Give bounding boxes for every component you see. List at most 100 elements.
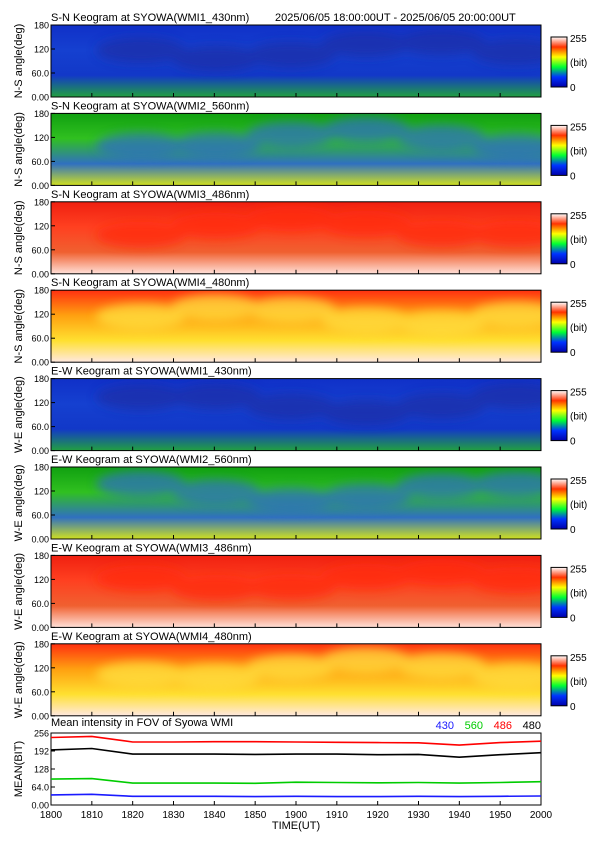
y-tick-label: 64.0	[31, 783, 49, 793]
colorbar-max-label: 255	[570, 299, 587, 310]
keogram-blob	[96, 384, 186, 411]
colorbar	[550, 301, 568, 353]
y-tick-label: 60.0	[31, 422, 49, 432]
legend-entry: 486	[494, 720, 512, 732]
colorbar	[550, 36, 568, 88]
series-line-486	[50, 735, 542, 746]
legend-entry: 430	[436, 720, 454, 732]
keogram-image	[51, 467, 541, 539]
x-tick-label: 1830	[162, 810, 185, 821]
y-tick-label: 0.00	[31, 623, 49, 633]
x-tick-label: 1850	[244, 810, 267, 821]
y-tick-label: 128	[34, 765, 49, 775]
keogram-panel: E-W Keogram at SYOWA(WMI1_430nm) W-E angl…	[13, 366, 587, 457]
keogram-blob	[96, 37, 186, 64]
keogram-blob	[171, 663, 261, 690]
line-chart-title: Mean intensity in FOV of Syowa WMI	[51, 717, 233, 729]
y-tick-label: 180	[34, 551, 49, 561]
series-line-430	[50, 793, 542, 798]
keogram-image	[51, 378, 541, 451]
y-tick-label: 0.00	[31, 181, 49, 191]
y-tick-label: 0.00	[31, 446, 49, 456]
keogram-image	[51, 290, 541, 363]
keogram-blob	[171, 212, 261, 239]
y-tick-label: 120	[34, 663, 49, 673]
y-tick-label: 60.0	[31, 245, 49, 255]
keogram-image	[51, 201, 541, 274]
y-tick-label: 180	[34, 109, 49, 119]
colorbar-max-label: 255	[570, 122, 587, 133]
keogram-blob	[321, 647, 411, 674]
keogram-blob	[96, 470, 186, 497]
colorbar-min-label: 0	[570, 437, 576, 448]
y-tick-label: 192	[34, 747, 49, 757]
y-tick-label: 120	[34, 45, 49, 55]
keogram-blob	[246, 121, 336, 148]
y-tick-label: 120	[34, 310, 49, 320]
y-tick-label: 60.0	[31, 511, 49, 521]
keogram-blob	[396, 124, 486, 151]
colorbar-min-label: 0	[570, 260, 576, 271]
y-tick-label: 180	[34, 21, 49, 31]
y-tick-label: 180	[34, 463, 49, 473]
colorbar-max-label: 255	[570, 653, 587, 664]
keogram-blob	[246, 205, 336, 232]
x-tick-label: 1920	[367, 810, 390, 821]
keogram-panel: E-W Keogram at SYOWA(WMI3_486nm) W-E angl…	[13, 542, 587, 633]
keogram-blob	[96, 132, 186, 159]
keogram-structure	[96, 470, 541, 514]
keogram-blob	[471, 301, 541, 328]
y-axis-label: W-E angle(deg)	[13, 641, 25, 718]
keogram-blob	[171, 45, 261, 72]
colorbar-unit-label: (bit)	[570, 146, 587, 157]
y-tick-label: 180	[34, 286, 49, 296]
y-tick-label: 256	[34, 729, 49, 739]
colorbar	[550, 124, 568, 176]
y-tick-label: 120	[34, 221, 49, 231]
keogram-blob	[396, 559, 486, 586]
keogram-blob	[246, 487, 336, 514]
panel-title: E-W Keogram at SYOWA(WMI2_560nm)	[51, 454, 252, 466]
y-tick-label: 0.00	[31, 535, 49, 545]
keogram-panel: S-N Keogram at SYOWA(WMI3_486nm) N-S angl…	[13, 189, 587, 279]
colorbar-unit-label: (bit)	[570, 323, 587, 334]
keogram-blob	[96, 221, 186, 248]
keogram-blob	[471, 39, 541, 66]
keogram-blob	[171, 479, 261, 506]
keogram-structure	[96, 29, 541, 72]
panel-title: S-N Keogram at SYOWA(WMI2_560nm)	[51, 100, 249, 112]
y-tick-label: 0.00	[31, 711, 49, 721]
keogram-blob	[171, 132, 261, 159]
keogram-blob	[396, 473, 486, 500]
keogram-blob	[171, 294, 261, 321]
keogram-structure	[96, 383, 541, 426]
colorbar-min-label: 0	[570, 171, 576, 182]
colorbar	[550, 213, 568, 265]
colorbar-max-label: 255	[570, 564, 587, 575]
x-axis-label: TIME(UT)	[272, 820, 320, 832]
x-tick-label: 1940	[448, 810, 471, 821]
keogram-blob	[471, 567, 541, 593]
y-tick-label: 180	[34, 197, 49, 207]
keogram-panels: S-N Keogram at SYOWA(WMI1_430nm) 2025/06/…	[13, 12, 587, 721]
colorbar-max-label: 255	[570, 211, 587, 222]
colorbar-unit-label: (bit)	[570, 588, 587, 599]
legend-entry: 560	[465, 720, 483, 732]
keogram-blob	[246, 573, 336, 600]
keogram-blob	[96, 303, 186, 330]
colorbar-unit-label: (bit)	[570, 412, 587, 423]
keogram-panel: S-N Keogram at SYOWA(WMI2_560nm) N-S angl…	[13, 100, 587, 190]
y-tick-label: 60.0	[31, 69, 49, 79]
y-tick-label: 60.0	[31, 157, 49, 167]
keogram-blob	[396, 392, 486, 419]
colorbar-max-label: 255	[570, 34, 587, 45]
y-tick-label: 0.00	[31, 801, 49, 811]
colorbar-min-label: 0	[570, 613, 576, 624]
y-tick-label: 120	[34, 487, 49, 497]
y-tick-label: 120	[34, 133, 49, 143]
y-axis-label: N-S angle(deg)	[13, 289, 25, 364]
keogram-blob	[471, 662, 541, 689]
colorbar-max-label: 255	[570, 476, 587, 487]
colorbar-min-label: 0	[570, 525, 576, 536]
